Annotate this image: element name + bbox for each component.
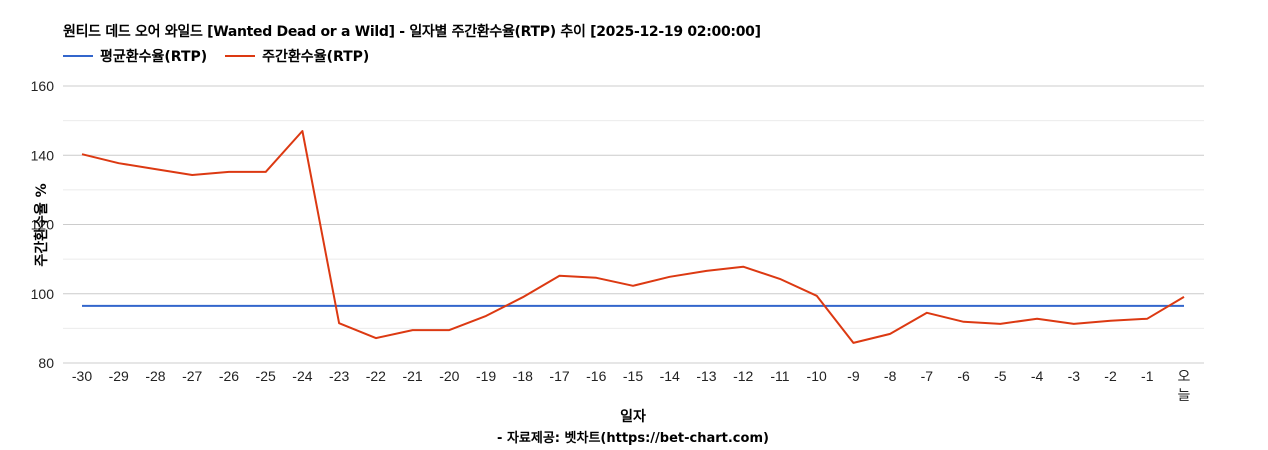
x-tick-label: -23 (329, 368, 349, 384)
x-tick-label: -24 (292, 368, 312, 384)
y-tick-label: 80 (38, 355, 54, 371)
x-tick-label: -17 (549, 368, 569, 384)
x-tick-label: -11 (770, 368, 789, 384)
y-tick-label: 140 (31, 147, 55, 163)
x-tick-label: -16 (586, 368, 606, 384)
x-tick-label: 오 (1178, 368, 1191, 384)
x-tick-label: -20 (439, 368, 459, 384)
x-tick-label: -21 (402, 368, 422, 384)
x-tick-label: -1 (1141, 368, 1154, 384)
x-tick-label: -26 (219, 368, 239, 384)
chart-title: 원티드 데드 오어 와일드 [Wanted Dead or a Wild] - … (63, 24, 761, 40)
x-tick-label: -7 (921, 368, 934, 384)
x-tick-label: -4 (1031, 368, 1044, 384)
x-tick-label: -28 (145, 368, 165, 384)
x-tick-label: -29 (109, 368, 129, 384)
y-tick-label: 100 (31, 286, 55, 302)
x-tick-label: -8 (884, 368, 897, 384)
x-axis-title: 일자 (620, 409, 646, 425)
x-tick-label: -6 (957, 368, 970, 384)
legend-label: 주간환수율(RTP) (262, 49, 370, 65)
legend-swatch-red (225, 55, 256, 57)
legend-item-average-rtp[interactable]: 평균환수율(RTP) (63, 46, 207, 66)
x-tick-label: -12 (733, 368, 753, 384)
x-tick-label: -30 (72, 368, 92, 384)
x-tick-label: -25 (256, 368, 276, 384)
x-tick-label: 늘 (1178, 387, 1191, 403)
x-tick-label: -2 (1104, 368, 1117, 384)
x-tick-label: -14 (660, 368, 680, 384)
legend-swatch-blue (63, 55, 93, 57)
x-tick-label: -27 (182, 368, 202, 384)
y-axis-ticks: 80 100 120 140 160 (31, 78, 55, 371)
series-lines (81, 130, 1185, 344)
x-tick-label: -19 (476, 368, 496, 384)
x-tick-label: -15 (623, 368, 643, 384)
weekly-rtp-line[interactable] (81, 130, 1185, 344)
gridlines (63, 85, 1204, 364)
data-source-credit: - 자료제공: 벳차트(https://bet-chart.com) (497, 430, 769, 446)
x-axis-ticks: -30 -29 -28 -27 -26 -25 -24 -23 -22 -21 -20 -19 -18-… (72, 368, 1191, 403)
x-tick-label: -13 (696, 368, 716, 384)
x-tick-label: -10 (807, 368, 827, 384)
legend-item-weekly-rtp[interactable]: 주간환수율(RTP) (225, 46, 369, 66)
y-tick-label: 120 (31, 217, 55, 233)
y-axis-title: 주간환수율 % (33, 183, 50, 266)
legend-label: 평균환수율(RTP) (100, 49, 208, 65)
y-tick-label: 160 (31, 78, 55, 94)
x-tick-label: -3 (1068, 368, 1081, 384)
x-tick-label: -9 (847, 368, 860, 384)
x-tick-label: -22 (366, 368, 386, 384)
x-tick-label: -18 (513, 368, 533, 384)
chart-legend: 평균환수율(RTP) 주간환수율(RTP) (63, 46, 387, 66)
x-tick-label: -5 (994, 368, 1007, 384)
